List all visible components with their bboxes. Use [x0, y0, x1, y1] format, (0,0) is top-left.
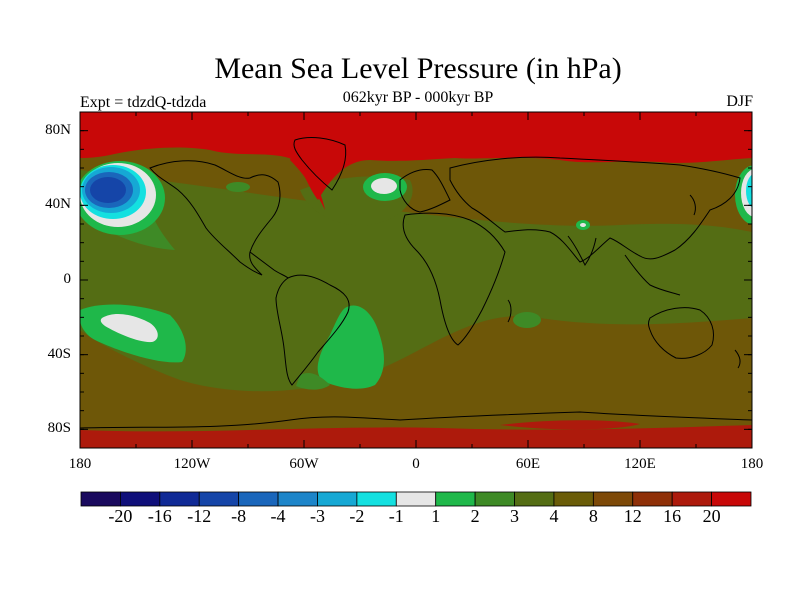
greenland-red-lobe [290, 150, 325, 210]
coast-europe [399, 169, 451, 213]
coast-asia [449, 156, 741, 263]
colorbar-label: -16 [147, 506, 172, 526]
x-tick-label: 120E [624, 456, 656, 472]
experiment-label: Expt = tdzdQ-tdzda [80, 94, 207, 111]
colorbar-swatch [435, 491, 476, 507]
coast-new-zealand [734, 349, 741, 369]
y-tick-label: 0 [63, 271, 72, 287]
coast-australia [648, 307, 714, 359]
colorbar-label: -2 [349, 506, 365, 526]
colorbar-label: 2 [470, 506, 480, 526]
coast-india [567, 235, 597, 266]
x-tick-label: 180 [740, 456, 764, 472]
coast-antarctica [80, 411, 752, 429]
coast-africa [402, 212, 506, 346]
colorbar-swatch [514, 491, 555, 507]
colorbar-label: -12 [187, 506, 212, 526]
colorbar-label: -8 [231, 506, 247, 526]
colorbar-swatch [632, 491, 673, 507]
colorbar-swatch [395, 491, 437, 507]
east-edge-low-blue [751, 183, 752, 197]
colorbar-swatch [238, 491, 279, 507]
colorbar-label: 16 [663, 506, 682, 526]
colorbar-label: -20 [108, 506, 133, 526]
colorbar-swatch [120, 491, 161, 507]
colorbar-swatch [80, 491, 121, 507]
x-tick-label: 60E [515, 456, 541, 472]
indian-ocean-green [513, 312, 541, 328]
coast-south-america [275, 274, 350, 386]
tibet-patch-center [580, 223, 586, 227]
x-tick-label: 180 [68, 456, 92, 472]
season-label: DJF [726, 93, 753, 110]
colorbar-swatch [356, 491, 397, 507]
coast-north-america [149, 160, 281, 276]
coast-southeast-asia [624, 254, 681, 296]
colorbar [80, 491, 752, 507]
coast-japan [689, 194, 696, 216]
arctic-high [80, 112, 752, 200]
coast-central-america [249, 251, 289, 279]
colorbar-label: -1 [388, 506, 404, 526]
colorbar-swatch [592, 491, 634, 507]
x-tick-label: 0 [412, 456, 420, 472]
axis-ticks [79, 112, 753, 448]
colorbar-swatch [474, 491, 515, 507]
south-atlantic-edge [296, 373, 330, 390]
east-edge-low-cyan [746, 174, 752, 208]
colorbar-swatch [711, 491, 752, 507]
colorbar-swatch [159, 491, 200, 507]
colorbar-swatch [277, 491, 318, 507]
north-america-patch [226, 182, 250, 192]
colorbar-label: 4 [549, 506, 559, 526]
x-tick-label: 60W [289, 456, 319, 472]
y-tick-label: 80S [47, 420, 71, 437]
coastlines [80, 137, 752, 429]
antarctic-red-tongue [500, 420, 640, 430]
colorbar-label: 8 [588, 506, 598, 526]
x-tick-label: 120W [173, 456, 211, 472]
colorbar-label: 1 [431, 506, 441, 526]
y-tick-label: 40N [45, 196, 71, 213]
antarctic-red [80, 425, 752, 448]
colorbar-label: 3 [510, 506, 520, 526]
colorbar-swatch [317, 491, 358, 507]
east-edge-low-white [741, 169, 752, 217]
coast-madagascar [507, 299, 512, 323]
colorbar-label: -3 [309, 506, 325, 526]
y-tick-label: 80N [45, 121, 71, 138]
colorbar-label: 12 [623, 506, 642, 526]
south-atlantic-green [317, 305, 384, 389]
east-edge-low-green [735, 165, 752, 225]
north-pacific-low-deepblue [90, 177, 126, 203]
colorbar-label: -4 [270, 506, 286, 526]
colorbar-label: 20 [702, 506, 721, 526]
plot-subtitle: 062kyr BP - 000kyr BP [342, 89, 494, 106]
plot-title: Mean Sea Level Pressure (in hPa) [214, 52, 622, 85]
colorbar-swatch [671, 491, 712, 507]
colorbar-swatch [553, 491, 594, 507]
south-pacific-white [100, 313, 158, 343]
pressure-field [80, 112, 752, 448]
y-tick-label: 40S [47, 345, 71, 362]
tropical-olive-band [80, 170, 752, 392]
colorbar-swatch [198, 491, 240, 507]
north-atlantic-low-white [371, 178, 397, 194]
coast-greenland [293, 137, 347, 191]
